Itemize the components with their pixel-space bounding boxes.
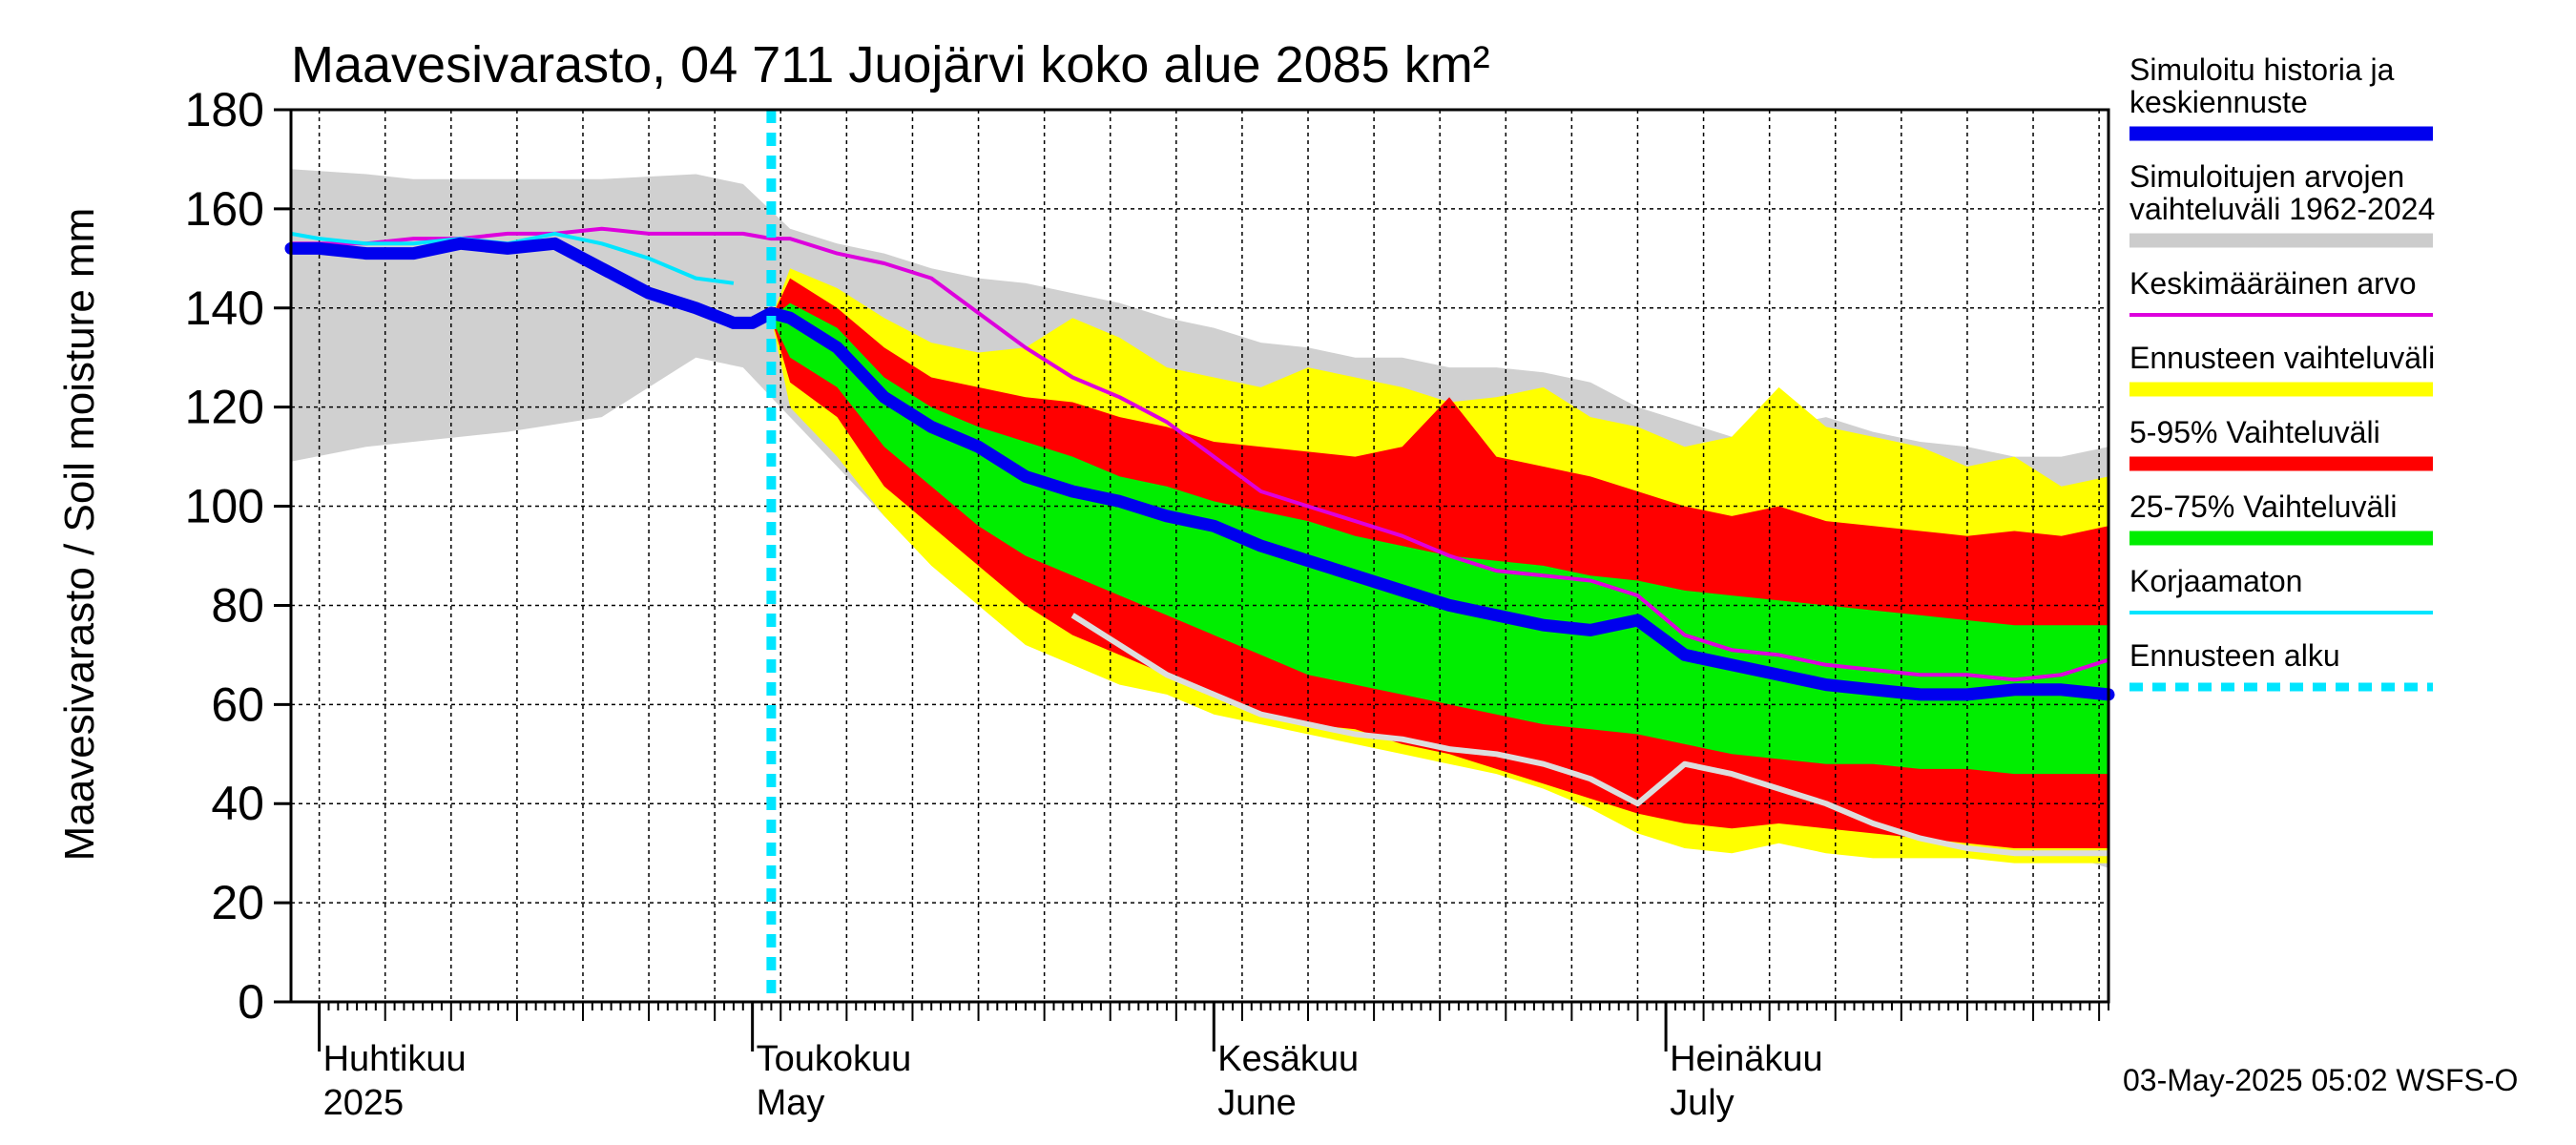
- month-label-3: Heinäkuu: [1670, 1039, 1823, 1079]
- y-tick-label-60: 60: [211, 677, 264, 731]
- legend-text-sim-1: keskiennuste: [2129, 85, 2308, 119]
- chart-title: Maavesivarasto, 04 711 Juojärvi koko alu…: [291, 36, 1490, 94]
- month-sublabel-0: 2025: [323, 1083, 405, 1123]
- y-tick-label-160: 160: [185, 182, 264, 236]
- legend-text-range-1: vaihteluväli 1962-2024: [2129, 192, 2435, 226]
- legend-text-fstart-0: Ennusteen alku: [2129, 638, 2340, 673]
- legend-text-p595-0: 5-95% Vaihteluväli: [2129, 415, 2380, 449]
- month-sublabel-3: July: [1670, 1083, 1735, 1123]
- y-ticks: 0 20 40 60 80 100 120 140 160 180: [185, 83, 291, 1029]
- y-tick-label-0: 0: [238, 975, 264, 1029]
- month-label-0: Huhtikuu: [323, 1039, 467, 1079]
- legend-text-range-0: Simuloitujen arvojen: [2129, 159, 2404, 194]
- month-sublabel-2: June: [1217, 1083, 1296, 1123]
- legend-text-ens-0: Ennusteen vaihteluväli: [2129, 341, 2435, 375]
- y-tick-label-40: 40: [211, 777, 264, 830]
- y-axis-label: Maavesivarasto / Soil moisture mm: [56, 208, 103, 862]
- month-sublabel-1: May: [757, 1083, 825, 1123]
- legend-text-sim-0: Simuloitu historia ja: [2129, 52, 2395, 87]
- legend-text-uncorr-0: Korjaamaton: [2129, 564, 2302, 598]
- y-tick-label-80: 80: [211, 578, 264, 632]
- y-tick-label-120: 120: [185, 381, 264, 434]
- dry-year-line: [1070, 613, 2109, 857]
- y-tick-label-180: 180: [185, 83, 264, 136]
- legend-text-mean-0: Keskimääräinen arvo: [2129, 266, 2417, 301]
- simulated-mean-line: [284, 237, 2115, 701]
- mean-line: [291, 226, 2109, 682]
- month-label-1: Toukokuu: [757, 1039, 912, 1079]
- month-label-2: Kesäkuu: [1217, 1039, 1359, 1079]
- timestamp-footer: 03-May-2025 05:02 WSFS-O: [2123, 1063, 2518, 1097]
- plot-frame: [289, 108, 2110, 1004]
- y-tick-label-140: 140: [185, 281, 264, 335]
- legend-text-p2575-0: 25-75% Vaihteluväli: [2129, 489, 2397, 524]
- lines-layer: [284, 110, 2115, 1002]
- y-tick-label-100: 100: [185, 480, 264, 533]
- y-tick-label-20: 20: [211, 876, 264, 929]
